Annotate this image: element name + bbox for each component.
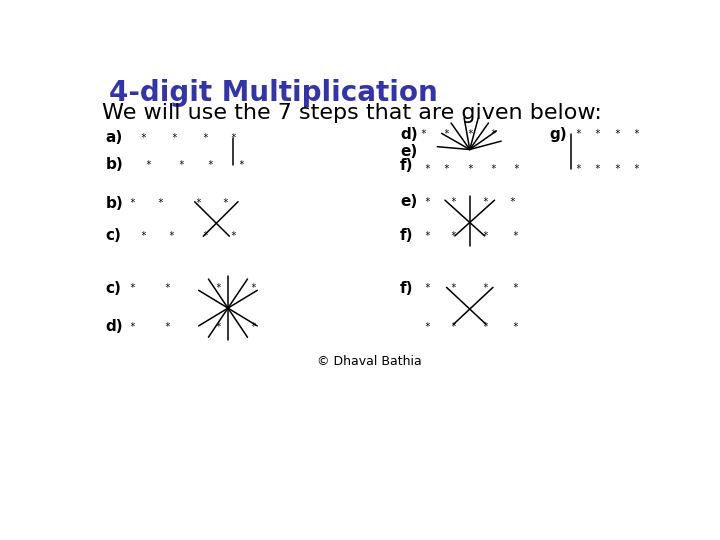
Text: *: *: [595, 164, 600, 174]
Text: *: *: [512, 283, 518, 293]
Text: *: *: [444, 164, 449, 174]
Text: *: *: [250, 322, 256, 332]
Text: *: *: [634, 129, 639, 139]
Text: *: *: [196, 198, 202, 208]
Text: *: *: [490, 164, 496, 174]
Text: *: *: [575, 164, 581, 174]
Text: a): a): [106, 131, 122, 145]
Text: *: *: [130, 198, 135, 208]
Text: *: *: [490, 129, 496, 139]
Text: *: *: [165, 322, 171, 332]
Text: *: *: [165, 283, 171, 293]
Text: *: *: [512, 322, 518, 332]
Text: *: *: [145, 160, 151, 170]
Text: d): d): [400, 126, 418, 141]
Text: We will use the 7 steps that are given below:: We will use the 7 steps that are given b…: [102, 103, 601, 123]
Text: *: *: [513, 164, 519, 174]
Text: *: *: [450, 231, 456, 241]
Text: c): c): [106, 228, 122, 243]
Text: *: *: [222, 198, 228, 208]
Text: f): f): [400, 228, 413, 243]
Text: 4-digit Multiplication: 4-digit Multiplication: [109, 79, 438, 107]
Text: *: *: [420, 129, 426, 139]
Text: d): d): [106, 319, 123, 334]
Text: *: *: [634, 164, 639, 174]
Text: *: *: [482, 322, 488, 332]
Text: *: *: [467, 129, 473, 139]
Text: b): b): [106, 157, 123, 172]
Text: *: *: [467, 164, 473, 174]
Text: *: *: [482, 283, 488, 293]
Text: *: *: [424, 164, 430, 174]
Text: *: *: [179, 160, 184, 170]
Text: *: *: [575, 129, 581, 139]
Text: *: *: [215, 283, 221, 293]
Text: © Dhaval Bathia: © Dhaval Bathia: [317, 355, 421, 368]
Text: e): e): [400, 144, 418, 159]
Text: e): e): [400, 194, 418, 210]
Text: *: *: [450, 322, 456, 332]
Text: *: *: [424, 197, 430, 207]
Text: *: *: [238, 160, 244, 170]
Text: *: *: [250, 283, 256, 293]
Text: *: *: [157, 198, 163, 208]
Text: *: *: [230, 231, 236, 241]
Text: *: *: [424, 322, 430, 332]
Text: *: *: [140, 133, 145, 143]
Text: c): c): [106, 281, 122, 295]
Text: *: *: [230, 133, 236, 143]
Text: *: *: [614, 164, 620, 174]
Text: f): f): [400, 158, 413, 173]
Text: *: *: [140, 231, 145, 241]
Text: *: *: [595, 129, 600, 139]
Text: *: *: [510, 197, 516, 207]
Text: *: *: [424, 283, 430, 293]
Text: *: *: [424, 231, 430, 241]
Text: *: *: [450, 197, 456, 207]
Text: *: *: [202, 133, 207, 143]
Text: *: *: [202, 231, 207, 241]
Text: *: *: [614, 129, 620, 139]
Text: *: *: [130, 283, 135, 293]
Text: *: *: [215, 322, 221, 332]
Text: g): g): [549, 126, 567, 141]
Text: *: *: [130, 322, 135, 332]
Text: *: *: [450, 283, 456, 293]
Text: *: *: [168, 231, 174, 241]
Text: *: *: [482, 231, 488, 241]
Text: *: *: [512, 231, 518, 241]
Text: b): b): [106, 196, 123, 211]
Text: f): f): [400, 281, 413, 295]
Text: *: *: [482, 197, 488, 207]
Text: *: *: [444, 129, 449, 139]
Text: *: *: [207, 160, 213, 170]
Text: *: *: [171, 133, 176, 143]
